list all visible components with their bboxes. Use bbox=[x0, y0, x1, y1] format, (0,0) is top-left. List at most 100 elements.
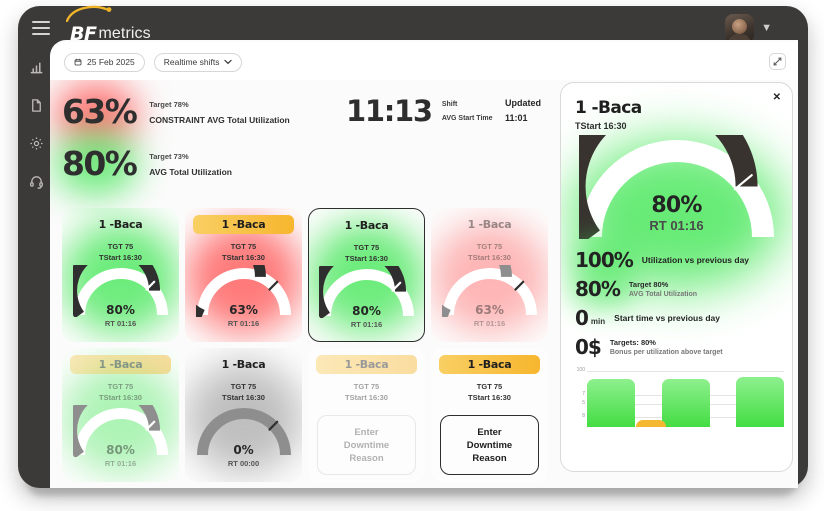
shift-filter-label: Realtime shifts bbox=[163, 57, 220, 67]
card-gauge-value: 63% bbox=[475, 303, 504, 317]
card-gauge: 80% RT 01:16 bbox=[309, 266, 424, 336]
panel-stat: 100% Utilization vs previous day bbox=[569, 240, 778, 280]
card-title: 1 -Baca bbox=[316, 355, 417, 374]
filter-toolbar: 25 Feb 2025 Realtime shifts bbox=[50, 42, 798, 82]
date-filter[interactable]: 25 Feb 2025 bbox=[64, 52, 145, 72]
shift-clock: 11:13 Shift AVG Start Time bbox=[346, 96, 493, 126]
chart-y-tick: 8 bbox=[582, 413, 585, 419]
user-menu[interactable]: ▼ bbox=[725, 14, 772, 43]
card-gauge-value: 80% bbox=[106, 443, 135, 457]
panel-gauge-runtime: RT 01:16 bbox=[649, 218, 704, 233]
shift-filter[interactable]: Realtime shifts bbox=[153, 52, 243, 72]
panel-stat: 0$ Targets: 80% Bonus per utilization abov… bbox=[575, 336, 778, 358]
calendar-icon bbox=[74, 58, 82, 66]
headset-icon bbox=[29, 175, 43, 189]
sidebar-item-reports[interactable] bbox=[27, 96, 45, 114]
stat-label: Utilization vs previous day bbox=[641, 255, 750, 265]
stat-value: 0 bbox=[575, 306, 589, 330]
sidebar-item-analytics[interactable] bbox=[27, 58, 45, 76]
chart-gridline bbox=[587, 371, 784, 372]
machine-card[interactable]: 1 -Baca TGT 75 TStart 16:30 63% RT 01:16 bbox=[185, 208, 302, 342]
kpi-label: CONSTRAINT AVG Total Utilization bbox=[149, 114, 290, 125]
brand-word: metrics bbox=[98, 25, 151, 42]
chevron-down-icon[interactable]: ▼ bbox=[761, 22, 772, 34]
kpi-value: 80% bbox=[62, 144, 138, 183]
enter-downtime-reason-button[interactable]: Enter Downtime Reason bbox=[317, 415, 416, 475]
card-gauge-value: 80% bbox=[352, 304, 381, 318]
card-meta: TGT 75 TStart 16:30 bbox=[468, 382, 511, 402]
machine-card[interactable]: 1 -Baca TGT 75 TStart 16:30 80% RT 01:16 bbox=[62, 208, 179, 342]
panel-stat: 80% Target 80% AVG Total Utilization bbox=[569, 269, 778, 309]
card-title: 1 -Baca bbox=[193, 215, 294, 234]
kpi-value: 63% bbox=[62, 92, 138, 131]
stat-value: 0$ bbox=[575, 335, 602, 359]
sidebar-item-support[interactable] bbox=[27, 172, 45, 190]
menu-toggle-icon[interactable] bbox=[32, 21, 50, 35]
card-gauge-value: 80% bbox=[106, 303, 135, 317]
card-title: 1 -Baca bbox=[70, 355, 171, 374]
brand-mark: BF bbox=[70, 23, 97, 45]
card-gauge-runtime: RT 01:16 bbox=[350, 320, 383, 329]
stat-unit: min bbox=[590, 317, 606, 326]
card-gauge: 63% RT 01:16 bbox=[431, 265, 548, 335]
card-title: 1 -Baca bbox=[221, 358, 266, 371]
stat-label: Targets: 80% bbox=[609, 338, 656, 347]
machine-card[interactable]: 1 -Baca TGT 75 TStart 16:30 0% RT 00:00 bbox=[185, 348, 302, 482]
close-icon[interactable]: ✕ bbox=[772, 92, 781, 103]
document-icon bbox=[31, 98, 41, 112]
chart-plot bbox=[587, 365, 784, 427]
machine-card[interactable]: 1 -Baca TGT 75 TStart 16:30 63% RT 01:16 bbox=[431, 208, 548, 342]
clock-line-2: AVG Start Time bbox=[441, 114, 493, 122]
card-meta: TGT 75 TStart 16:30 bbox=[468, 242, 511, 262]
chart-y-tick: 7 bbox=[582, 391, 585, 397]
card-gauge-runtime: RT 00:00 bbox=[227, 459, 260, 468]
card-meta: TGT 75 TStart 16:30 bbox=[99, 242, 142, 262]
card-gauge: 80% RT 01:16 bbox=[62, 405, 179, 475]
sidebar-item-settings[interactable] bbox=[27, 134, 45, 152]
clock-time: 11:13 bbox=[346, 94, 433, 128]
card-gauge: 63% RT 01:16 bbox=[185, 265, 302, 335]
chart-bar-group bbox=[635, 379, 710, 427]
card-meta: TGT 75 TStart 16:30 bbox=[222, 382, 265, 402]
expand-button[interactable] bbox=[769, 53, 786, 70]
avatar[interactable] bbox=[725, 14, 755, 43]
stat-label: Start time vs previous day bbox=[614, 313, 720, 323]
date-filter-label: 25 Feb 2025 bbox=[87, 57, 135, 67]
kpi-label: AVG Total Utilization bbox=[149, 166, 232, 177]
card-gauge-value: 63% bbox=[229, 303, 258, 317]
machine-card[interactable]: 1 -Baca TGT 75 TStart 16:30 Enter Downtime Re… bbox=[431, 348, 548, 482]
stat-sublabel: Bonus per utilization above target bbox=[609, 349, 723, 356]
card-gauge: 0% RT 00:00 bbox=[185, 405, 302, 475]
stat-value: 80% bbox=[575, 277, 621, 301]
chart-y-tick: 100 bbox=[576, 367, 585, 373]
chart-y-axis: 100 7 5 8 bbox=[569, 365, 585, 425]
card-title: 1 -Baca bbox=[439, 355, 540, 374]
machine-card[interactable]: 1 -Baca TGT 75 TStart 16:30 80% RT 01:16 bbox=[308, 208, 425, 342]
card-meta: TGT 75 TStart 16:30 bbox=[222, 242, 265, 262]
chart-bar bbox=[661, 379, 710, 427]
enter-downtime-reason-button[interactable]: Enter Downtime Reason bbox=[440, 415, 539, 475]
machine-detail-panel: ✕ 1 -Baca TStart 16:30 80% RT 01:16 100%… bbox=[560, 82, 793, 472]
chart-bar-group bbox=[736, 377, 784, 427]
card-gauge-runtime: RT 01:16 bbox=[473, 319, 506, 328]
sidebar-rail bbox=[18, 44, 54, 488]
panel-gauge-value: 80% bbox=[651, 193, 702, 218]
kpi-target: Target 73% bbox=[149, 151, 189, 161]
chart-bar bbox=[736, 377, 784, 427]
gear-icon bbox=[30, 137, 42, 149]
card-gauge-runtime: RT 01:16 bbox=[104, 319, 137, 328]
card-meta: TGT 75 TStart 16:30 bbox=[99, 382, 142, 402]
stat-sublabel: AVG Total Utilization bbox=[628, 291, 698, 298]
kpi-target: Target 78% bbox=[149, 99, 189, 109]
machine-card[interactable]: 1 -Baca TGT 75 TStart 16:30 Enter Downtime Re… bbox=[308, 348, 425, 482]
card-gauge-value: 0% bbox=[233, 443, 254, 457]
updated-time: 11:01 bbox=[505, 113, 528, 123]
machine-card[interactable]: 1 -Baca TGT 75 TStart 16:30 80% RT 01:16 bbox=[62, 348, 179, 482]
chart-bars bbox=[587, 365, 784, 427]
panel-subtitle: TStart 16:30 bbox=[575, 121, 627, 131]
bar-chart-icon bbox=[30, 62, 42, 73]
chart-bar-group bbox=[587, 379, 635, 427]
clock-line-1: Shift bbox=[441, 100, 458, 108]
updated-block: Updated 11:01 bbox=[505, 98, 541, 123]
